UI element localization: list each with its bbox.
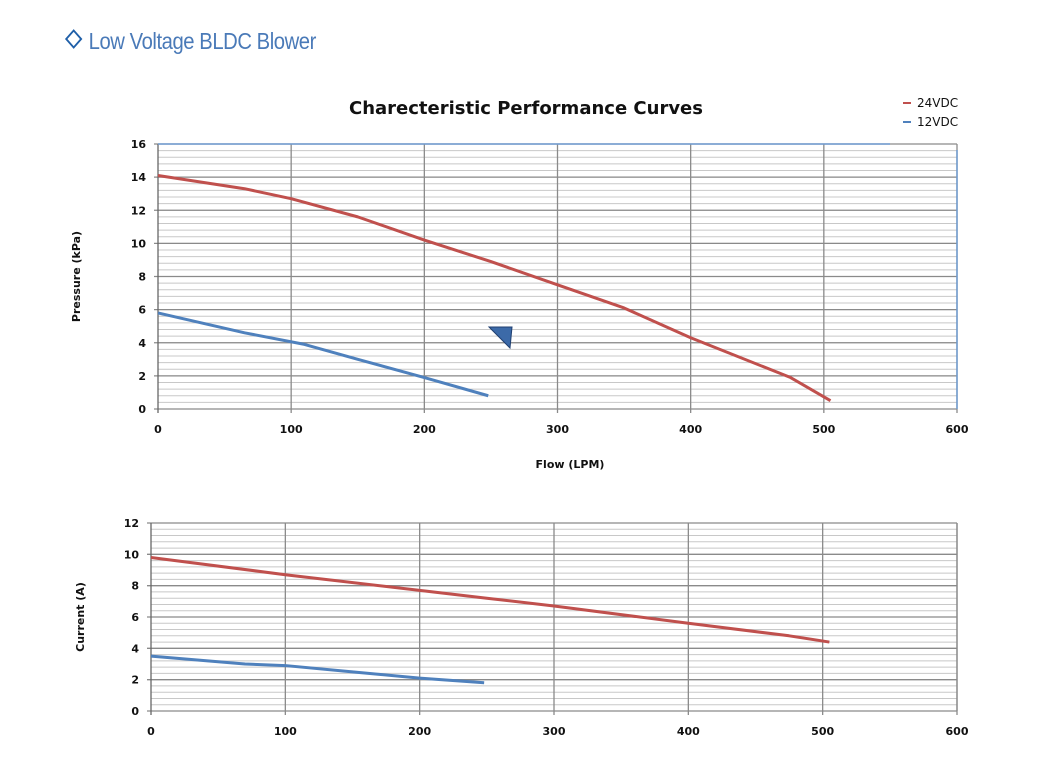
- legend-label-12vdc: 12VDC: [917, 115, 958, 129]
- x-tick-label: 0: [154, 423, 162, 436]
- legend-label-24vdc: 24VDC: [917, 96, 958, 110]
- triangle-marker: [487, 326, 513, 350]
- y-tick-label: 4: [131, 642, 139, 655]
- y-tick-label: 2: [131, 674, 139, 687]
- y-tick-label: 4: [138, 337, 146, 350]
- y-tick-label: 12: [131, 204, 146, 217]
- y-axis-label: Current (A): [74, 582, 87, 652]
- series-line-24vdc: [157, 173, 832, 403]
- y-tick-label: 6: [131, 611, 139, 624]
- x-tick-label: 300: [543, 725, 566, 738]
- y-tick-label: 16: [131, 138, 147, 151]
- x-tick-label: 100: [280, 423, 303, 436]
- y-tick-label: 8: [138, 271, 146, 284]
- series-line-24vdc: [150, 555, 830, 644]
- y-tick-label: 12: [124, 517, 139, 530]
- y-tick-label: 14: [131, 171, 147, 184]
- x-tick-label: 600: [946, 423, 969, 436]
- x-tick-label: 0: [147, 725, 155, 738]
- chart-title: Charecteristic Performance Curves: [349, 98, 703, 119]
- x-tick-label: 400: [679, 423, 702, 436]
- y-tick-label: 2: [138, 370, 146, 383]
- y-tick-label: 6: [138, 304, 146, 317]
- x-tick-label: 100: [274, 725, 297, 738]
- y-tick-label: 0: [138, 403, 146, 416]
- y-tick-label: 0: [131, 705, 139, 718]
- x-tick-label: 500: [811, 725, 834, 738]
- series-line-12vdc: [150, 654, 485, 685]
- x-tick-label: 300: [546, 423, 569, 436]
- x-axis-label: Flow (LPM): [536, 458, 605, 471]
- y-tick-label: 10: [131, 237, 147, 250]
- y-axis-label: Pressure (kPa): [70, 231, 83, 322]
- y-tick-label: 8: [131, 580, 139, 593]
- x-tick-label: 200: [413, 423, 436, 436]
- x-tick-label: 400: [677, 725, 700, 738]
- series-line-12vdc: [157, 311, 489, 398]
- x-tick-label: 600: [946, 725, 969, 738]
- x-tick-label: 500: [812, 423, 835, 436]
- y-tick-label: 10: [124, 548, 140, 561]
- heading-text: Low Voltage BLDC Blower: [88, 28, 317, 54]
- x-tick-label: 200: [408, 725, 431, 738]
- page-heading: Low Voltage BLDC Blower: [64, 28, 316, 55]
